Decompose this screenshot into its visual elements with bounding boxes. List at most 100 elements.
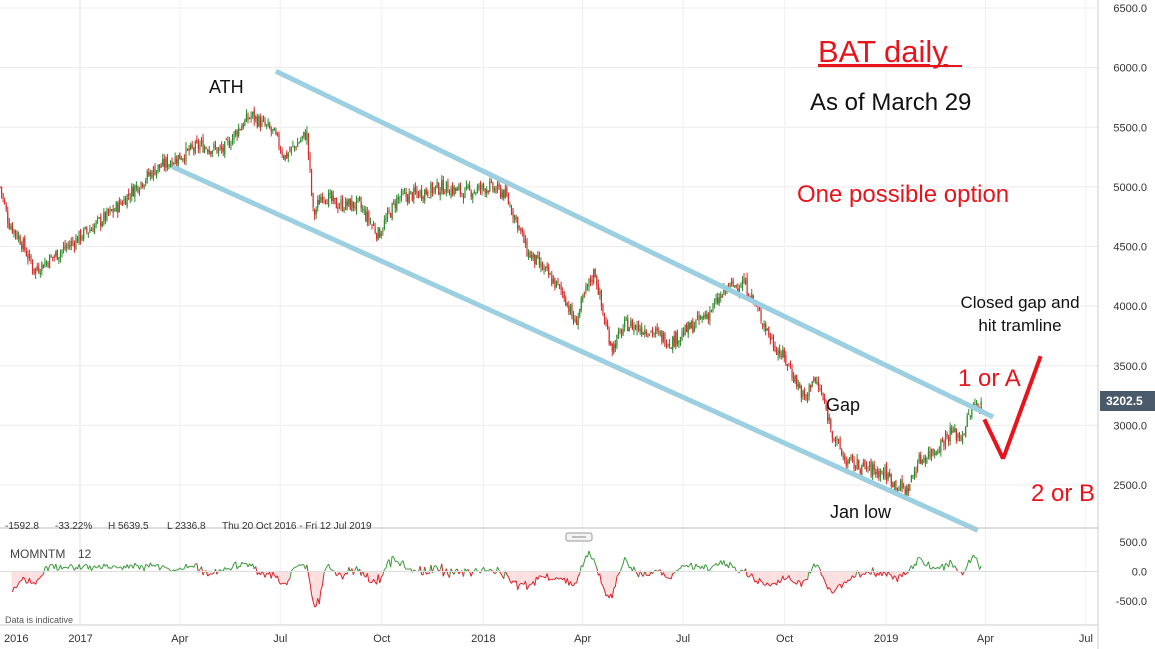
momentum-line: [83, 564, 86, 567]
candle-body: [107, 208, 110, 214]
candle-body: [909, 484, 911, 491]
candle-body: [355, 198, 358, 210]
candle-body: [644, 329, 646, 334]
candle-body: [235, 130, 237, 135]
price-tag-box: [1100, 391, 1155, 411]
candle-body: [960, 436, 962, 442]
tramlines: [171, 68, 995, 533]
momentum-line: [681, 564, 684, 567]
candle-body: [526, 240, 528, 257]
momentum-line: [613, 586, 616, 589]
candle-body: [932, 448, 934, 454]
candle-body: [261, 119, 263, 127]
candle-body: [968, 414, 970, 416]
candle-body: [904, 488, 906, 495]
candle-body: [431, 183, 434, 194]
candle-body: [383, 220, 385, 229]
candle-body: [18, 235, 20, 239]
momentum-line: [830, 590, 833, 594]
candle-body: [695, 319, 697, 328]
candle-body: [447, 182, 449, 193]
last-price-tag: 3202.5: [1100, 391, 1155, 411]
momentum-line: [728, 562, 731, 569]
momentum-line: [666, 577, 669, 579]
candle-body: [554, 277, 556, 288]
candle-body: [326, 202, 328, 205]
momentum-line: [209, 573, 212, 576]
momentum-line: [695, 563, 698, 568]
candle-body: [39, 272, 41, 275]
candle-body: [50, 256, 52, 258]
momentum-line: [670, 573, 674, 580]
candle-body: [332, 195, 334, 202]
momentum-line: [207, 574, 210, 577]
candle-body: [348, 198, 350, 205]
momentum-line: [816, 564, 819, 567]
candle-body: [345, 199, 347, 210]
momentum-line: [154, 564, 157, 567]
momentum-line: [132, 562, 136, 569]
candle-body: [346, 201, 348, 206]
momentum-line: [109, 567, 112, 569]
candle-body: [284, 154, 286, 161]
candle-body: [247, 115, 249, 121]
candle-body: [349, 198, 351, 210]
candle-body: [820, 388, 823, 394]
momentum-line: [664, 576, 667, 578]
candle-body: [611, 344, 613, 352]
momentum-line: [404, 566, 407, 570]
candle-body: [545, 266, 547, 268]
momentum-line: [760, 580, 763, 583]
momentum-line: [18, 580, 21, 584]
momentum-line: [622, 557, 626, 565]
candle-body: [157, 164, 159, 171]
candle-body: [709, 311, 711, 321]
candle-body: [636, 324, 638, 331]
candle-body: [675, 332, 677, 347]
momentum-line: [903, 571, 906, 576]
momentum-line: [800, 581, 804, 587]
momentum-line: [38, 577, 41, 580]
candle-body: [341, 199, 344, 211]
candle-body: [379, 228, 381, 238]
candle-body: [276, 132, 279, 135]
momentum-line: [312, 601, 316, 608]
momentum-line: [896, 574, 900, 582]
candle-body: [238, 127, 240, 136]
momentum-line: [264, 573, 268, 578]
candle-body: [844, 455, 846, 461]
candle-body: [448, 194, 451, 196]
candle-body: [292, 145, 294, 147]
candle-body: [216, 147, 218, 154]
candle-body: [868, 462, 871, 467]
candle-body: [83, 229, 85, 240]
momentum-line: [300, 564, 303, 566]
momentum-line: [42, 567, 46, 575]
candle-body: [169, 163, 172, 167]
momentum-line: [625, 559, 629, 564]
candle-body: [647, 335, 649, 337]
candle-body: [855, 466, 857, 468]
momentum-line: [16, 582, 20, 588]
x-tick-label: Jul: [676, 633, 690, 645]
candle-body: [424, 190, 426, 201]
candle-body: [600, 290, 602, 306]
candle-body: [493, 188, 496, 192]
candle-body: [47, 262, 49, 267]
candle-body: [483, 184, 485, 189]
momentum-line: [921, 560, 925, 565]
candle-body: [369, 222, 372, 224]
y-tick-label: 5500.0: [1113, 122, 1147, 134]
momentum-line: [185, 563, 189, 569]
chart-subtitle: As of March 29: [810, 89, 971, 116]
candle-body: [208, 149, 210, 154]
candle-body: [320, 197, 322, 203]
annotation-option: One possible option: [797, 181, 1009, 208]
momentum-line: [21, 576, 24, 581]
momentum-line: [790, 579, 793, 582]
candle-body: [312, 193, 314, 208]
y-tick-label: 2500.0: [1113, 480, 1147, 492]
candle-body: [458, 186, 460, 188]
candle-body: [359, 196, 361, 201]
momentum-line: [706, 566, 709, 572]
